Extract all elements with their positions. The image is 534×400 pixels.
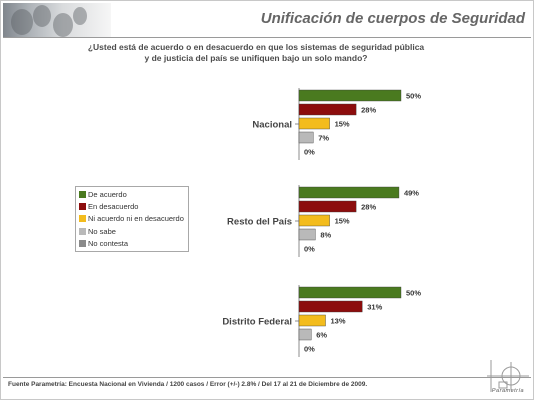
legend-item-no-sabe: No sabe — [79, 225, 188, 237]
bar-label-resto-del-pais-no-contesta: 0% — [304, 245, 315, 254]
bar-distrito-federal-de-acuerdo — [298, 286, 402, 299]
bar-label-nacional-de-acuerdo: 50% — [406, 92, 421, 101]
survey-question: ¿Usted está de acuerdo o en desacuerdo e… — [81, 42, 431, 64]
bar-label-nacional-ni-acuerdo-ni-en-desacuerdo: 15% — [335, 120, 350, 129]
footer-divider — [3, 377, 531, 378]
legend-label: No contesta — [88, 239, 129, 249]
header-photo — [3, 3, 111, 37]
legend-label: En desacuerdo — [88, 202, 139, 212]
brand-name: Parametría — [491, 388, 525, 394]
legend-item-de-acuerdo: De acuerdo — [79, 188, 188, 200]
bar-nacional-en-desacuerdo — [298, 103, 357, 116]
bar-label-distrito-federal-de-acuerdo: 50% — [406, 289, 421, 298]
bar-label-distrito-federal-no-sabe: 6% — [316, 331, 327, 340]
legend-item-en-desacuerdo: En desacuerdo — [79, 200, 188, 212]
bar-label-resto-del-pais-ni-acuerdo-ni-en-desacuerdo: 15% — [335, 217, 350, 226]
bar-label-nacional-en-desacuerdo: 28% — [361, 106, 376, 115]
legend-swatch — [79, 227, 86, 235]
parametria-logo-icon — [487, 360, 529, 392]
category-label-nacional: Nacional — [252, 120, 292, 131]
survey-question-line-2: y de justicia del país se unifiquen bajo… — [144, 53, 368, 63]
bar-distrito-federal-ni-acuerdo-ni-en-desacuerdo — [298, 314, 326, 327]
header-divider — [3, 37, 531, 38]
legend-item-ni-acuerdo-ni-en-desacuerdo: Ni acuerdo ni en desacuerdo — [79, 213, 188, 225]
bar-nacional-no-sabe — [298, 131, 314, 144]
survey-question-line-1: ¿Usted está de acuerdo o en desacuerdo e… — [87, 42, 425, 52]
legend-label: No sabe — [88, 226, 116, 236]
bar-label-distrito-federal-en-desacuerdo: 31% — [367, 303, 382, 312]
bar-label-resto-del-pais-de-acuerdo: 49% — [404, 189, 419, 198]
bar-nacional-de-acuerdo — [298, 89, 402, 102]
bar-label-distrito-federal-no-contesta: 0% — [304, 345, 315, 354]
page-title: Unificación de cuerpos de Seguridad — [260, 10, 525, 27]
bar-resto-del-pais-ni-acuerdo-ni-en-desacuerdo — [298, 214, 330, 227]
legend-swatch — [79, 240, 86, 248]
bar-distrito-federal-no-sabe — [298, 328, 312, 341]
legend-swatch — [79, 190, 86, 198]
bar-label-resto-del-pais-en-desacuerdo: 28% — [361, 203, 376, 212]
legend-swatch — [79, 203, 86, 211]
source-note: Fuente Parametría: Encuesta Nacional en … — [8, 381, 368, 388]
bar-nacional-ni-acuerdo-ni-en-desacuerdo — [298, 117, 330, 130]
legend-label: Ni acuerdo ni en desacuerdo — [88, 214, 184, 224]
bar-label-nacional-no-sabe: 7% — [318, 134, 329, 143]
chart-legend: De acuerdo En desacuerdo Ni acuerdo ni en … — [75, 186, 189, 252]
bar-distrito-federal-en-desacuerdo — [298, 300, 363, 313]
bar-label-nacional-no-contesta: 0% — [304, 148, 315, 157]
bar-resto-del-pais-no-sabe — [298, 228, 316, 241]
bar-label-resto-del-pais-no-sabe: 8% — [320, 231, 331, 240]
bar-resto-del-pais-de-acuerdo — [298, 186, 400, 199]
legend-label: De acuerdo — [88, 189, 127, 199]
bar-resto-del-pais-en-desacuerdo — [298, 200, 357, 213]
legend-item-no-contesta: No contesta — [79, 238, 188, 250]
legend-swatch — [79, 215, 86, 223]
category-label-distrito-federal: Distrito Federal — [222, 317, 292, 328]
category-label-resto-del-pais: Resto del País — [227, 217, 292, 228]
bar-label-distrito-federal-ni-acuerdo-ni-en-desacuerdo: 13% — [331, 317, 346, 326]
